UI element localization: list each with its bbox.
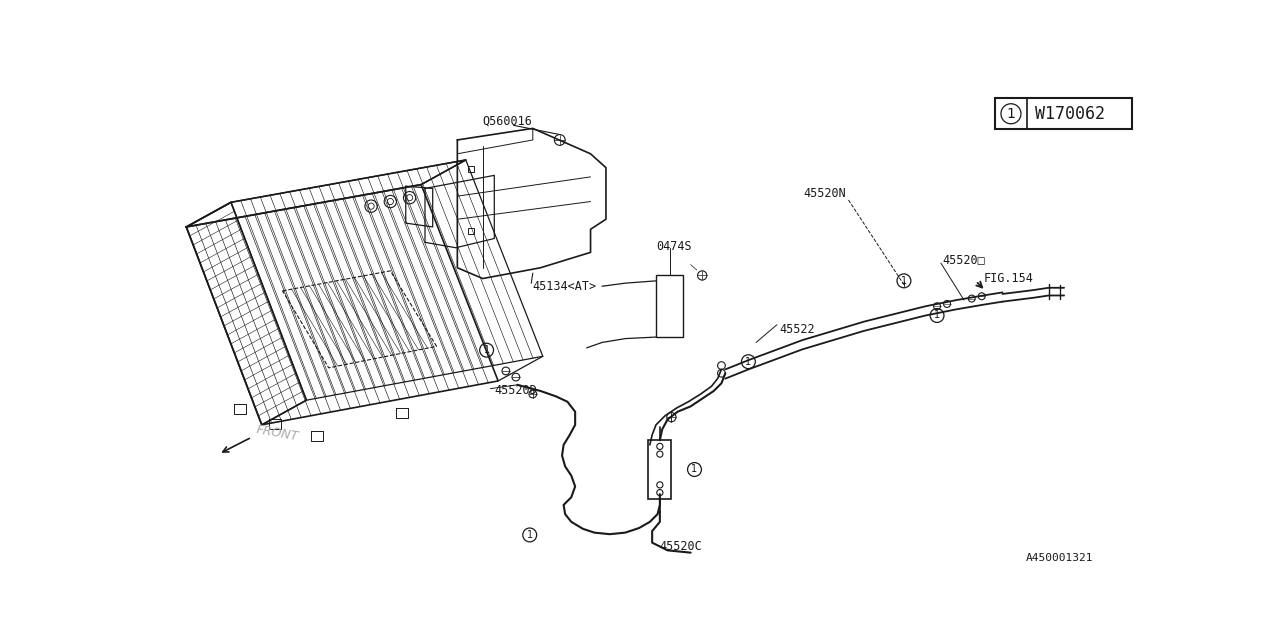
Bar — [995, 99, 1132, 129]
Text: A450001321: A450001321 — [1025, 553, 1093, 563]
Text: 1: 1 — [526, 530, 532, 540]
Text: 1: 1 — [1006, 107, 1015, 121]
Text: 1: 1 — [691, 465, 698, 474]
Bar — [648, 440, 672, 499]
Text: FIG.154: FIG.154 — [983, 272, 1033, 285]
Text: Q560016: Q560016 — [483, 115, 532, 128]
Text: 45520N: 45520N — [804, 188, 846, 200]
Text: FRONT: FRONT — [256, 423, 300, 444]
Text: 45134<AT>: 45134<AT> — [532, 280, 596, 292]
Text: 0474S: 0474S — [657, 240, 691, 253]
Text: W170062: W170062 — [1034, 105, 1105, 123]
Text: 1: 1 — [484, 345, 490, 355]
Text: 45520C: 45520C — [660, 540, 703, 553]
Text: 45520D: 45520D — [494, 385, 538, 397]
Text: 1: 1 — [901, 276, 908, 286]
Text: 1: 1 — [745, 356, 751, 367]
Text: 45520□: 45520□ — [942, 253, 986, 266]
Bar — [657, 275, 684, 337]
Text: 1: 1 — [934, 310, 940, 321]
Bar — [468, 228, 475, 234]
Bar — [468, 166, 475, 172]
Text: 45522: 45522 — [780, 323, 815, 336]
